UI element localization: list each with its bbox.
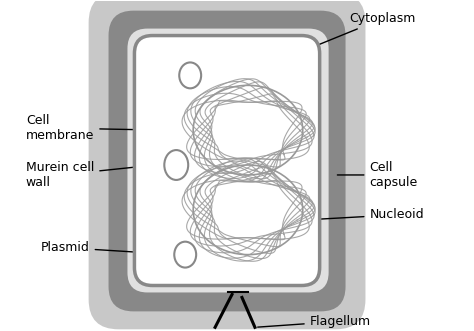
Text: Murein cell
wall: Murein cell wall <box>26 161 153 189</box>
FancyBboxPatch shape <box>89 0 365 329</box>
FancyBboxPatch shape <box>135 35 319 286</box>
Text: Plasmid: Plasmid <box>41 241 173 255</box>
Text: Cell
capsule: Cell capsule <box>337 161 418 189</box>
Text: Flagellum: Flagellum <box>258 315 371 328</box>
Text: Nucleoid: Nucleoid <box>310 208 424 221</box>
FancyBboxPatch shape <box>109 11 346 311</box>
FancyBboxPatch shape <box>128 28 328 293</box>
Ellipse shape <box>174 242 196 267</box>
Ellipse shape <box>164 150 188 180</box>
Text: Cell
membrane: Cell membrane <box>26 114 161 142</box>
Ellipse shape <box>179 63 201 88</box>
Text: Cytoplasm: Cytoplasm <box>283 12 416 59</box>
FancyBboxPatch shape <box>106 16 349 309</box>
